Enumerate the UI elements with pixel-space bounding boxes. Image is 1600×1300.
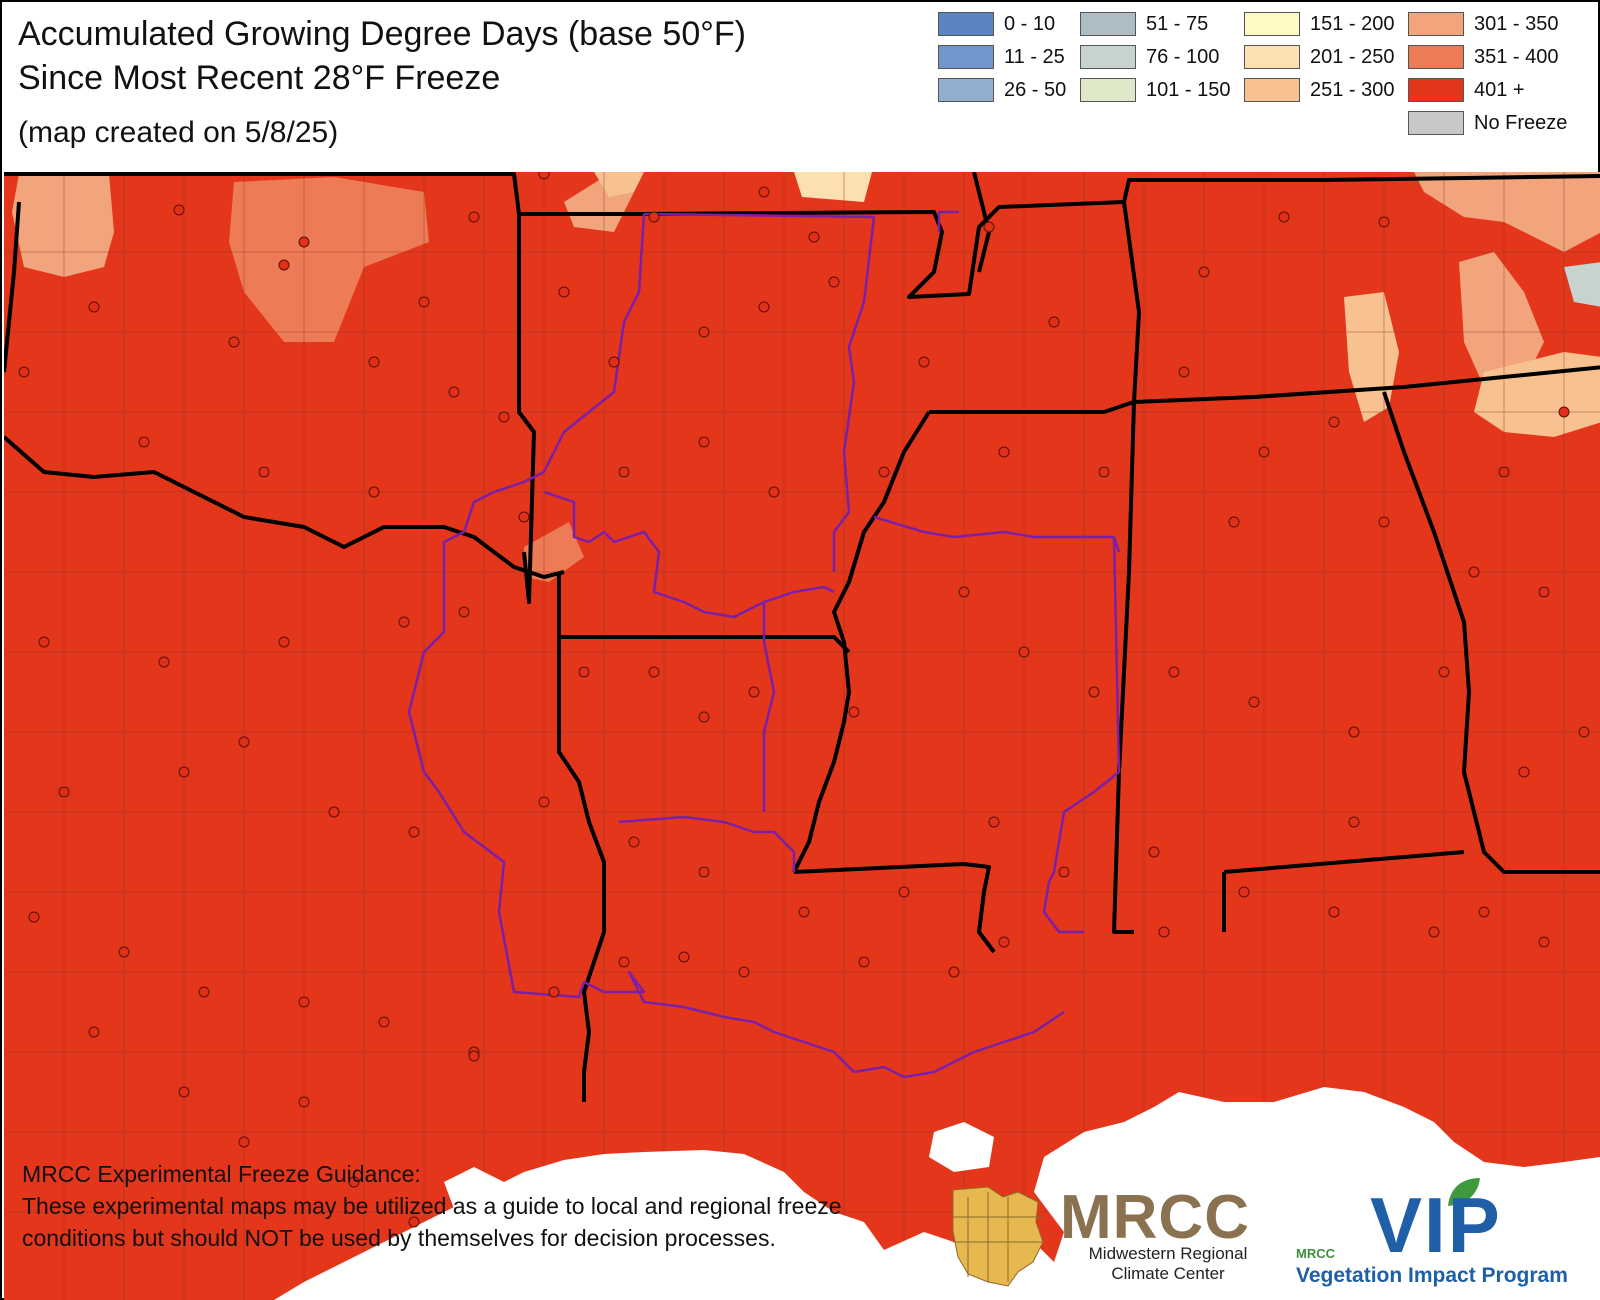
leaf-icon <box>1448 1178 1480 1206</box>
legend-swatch <box>1080 12 1136 36</box>
legend-label: 201 - 250 <box>1310 45 1395 68</box>
patch-251-300 <box>1474 352 1600 437</box>
legend-item: 101 - 150 <box>1080 76 1231 104</box>
legend-item: 76 - 100 <box>1080 43 1219 71</box>
patch-201-250 <box>794 172 872 202</box>
state-borders <box>4 172 1600 1102</box>
disclaimer-heading: MRCC Experimental Freeze Guidance: <box>22 1161 421 1187</box>
legend-label: 76 - 100 <box>1146 45 1220 68</box>
midwest-states-icon <box>952 1186 1044 1287</box>
legend-item: 301 - 350 <box>1408 10 1559 38</box>
legend-label: 151 - 200 <box>1310 12 1395 35</box>
patch-351-400 <box>229 177 429 342</box>
map-title-line-1: Accumulated Growing Degree Days (base 50… <box>18 15 746 53</box>
map-created-date: (map created on 5/8/25) <box>18 116 339 149</box>
legend-item: 11 - 25 <box>938 43 1065 71</box>
legend-swatch <box>1408 45 1464 69</box>
gdd-map <box>4 172 1600 1300</box>
legend-item: 251 - 300 <box>1244 76 1395 104</box>
map-title-line-2: Since Most Recent 28°F Freeze <box>18 59 501 97</box>
patch-301-350 <box>1414 172 1600 252</box>
legend-item: 0 - 10 <box>938 10 1055 38</box>
legend-swatch <box>1244 45 1300 69</box>
forecast-area-outline <box>407 210 1121 1079</box>
vip-wordmark: VIP <box>1370 1181 1502 1269</box>
station-markers <box>18 172 1590 1228</box>
mrcc-wordmark: MRCC <box>1060 1183 1250 1252</box>
disclaimer: MRCC Experimental Freeze Guidance: These… <box>22 1158 922 1254</box>
mrcc-logo: MRCC Midwestern Regional Climate Center <box>948 1182 1278 1294</box>
patch-301-350 <box>1459 252 1544 387</box>
mrcc-subtitle-line-1: Midwestern Regional <box>1088 1244 1248 1263</box>
legend-swatch <box>1408 78 1464 102</box>
legend-label: 301 - 350 <box>1474 12 1559 35</box>
legend-swatch <box>1244 12 1300 36</box>
gulf-of-mexico <box>274 1087 1600 1300</box>
legend-label: 11 - 25 <box>1004 45 1065 68</box>
legend: 0 - 10 11 - 25 26 - 50 51 - 75 76 - 100 101 -… <box>938 10 1598 142</box>
patch-351-400 <box>524 522 584 582</box>
legend-item: 201 - 250 <box>1244 43 1395 71</box>
legend-label: 101 - 150 <box>1146 78 1231 101</box>
legend-swatch <box>938 12 994 36</box>
legend-swatch <box>938 45 994 69</box>
coastal-bay <box>929 1122 994 1172</box>
legend-swatch <box>938 78 994 102</box>
legend-swatch <box>1408 12 1464 36</box>
patch-251-300 <box>594 172 644 197</box>
legend-label: 401 + <box>1474 78 1525 101</box>
legend-swatch <box>1080 45 1136 69</box>
legend-item: 151 - 200 <box>1244 10 1395 38</box>
legend-item: No Freeze <box>1408 109 1567 137</box>
legend-item: 51 - 75 <box>1080 10 1208 38</box>
vip-logo: MRCC VIP Vegetation Impact Program <box>1294 1174 1594 1296</box>
legend-label: 351 - 400 <box>1474 45 1559 68</box>
legend-label: 51 - 75 <box>1146 12 1209 35</box>
legend-label: 26 - 50 <box>1004 78 1067 101</box>
legend-label: 0 - 10 <box>1004 12 1056 35</box>
lower-gdd-patches <box>12 172 1600 582</box>
coastal-bay <box>444 1167 504 1222</box>
county-borders <box>4 172 1600 1300</box>
legend-label: 251 - 300 <box>1310 78 1395 101</box>
patch-76-100 <box>1564 262 1600 307</box>
legend-item: 401 + <box>1408 76 1525 104</box>
legend-swatch <box>1080 78 1136 102</box>
vip-mrcc-small-text: MRCC <box>1296 1246 1335 1261</box>
patch-301-350 <box>12 174 114 277</box>
disclaimer-body: These experimental maps may be utilized … <box>22 1193 842 1251</box>
vip-subtitle: Vegetation Impact Program <box>1296 1264 1568 1287</box>
legend-item: 26 - 50 <box>938 76 1066 104</box>
legend-swatch <box>1244 78 1300 102</box>
mrcc-subtitle-line-2: Climate Center <box>1111 1264 1225 1283</box>
legend-label: No Freeze <box>1474 111 1568 134</box>
legend-item: 351 - 400 <box>1408 43 1559 71</box>
legend-swatch <box>1408 111 1464 135</box>
